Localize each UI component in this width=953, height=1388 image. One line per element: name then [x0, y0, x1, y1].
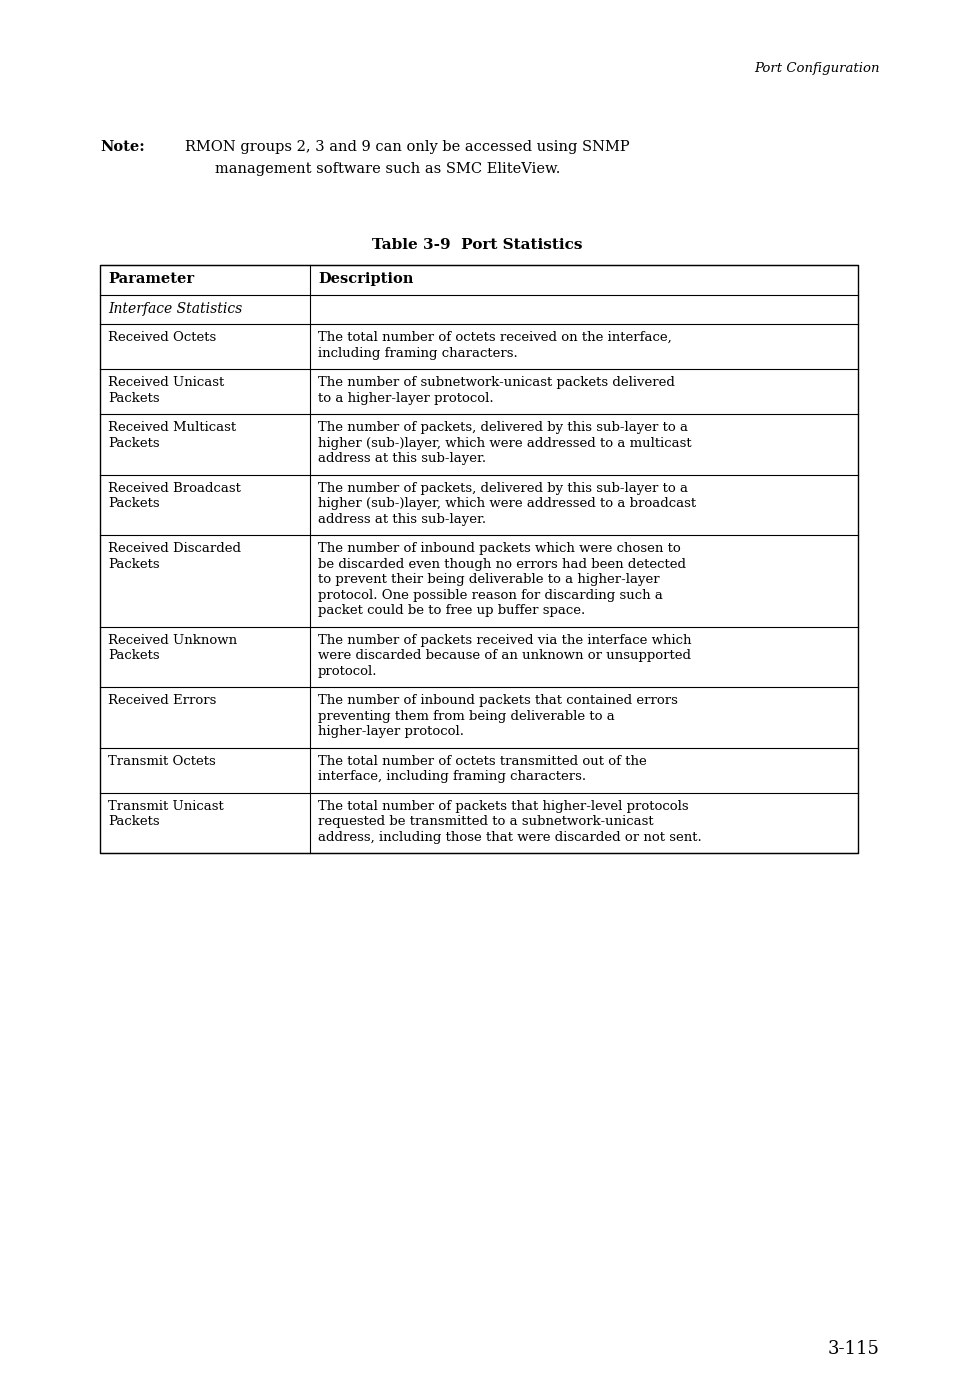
Text: The total number of octets transmitted out of the
interface, including framing c: The total number of octets transmitted o… — [317, 755, 646, 783]
Text: Interface Statistics: Interface Statistics — [108, 301, 242, 315]
Text: Received Multicast
Packets: Received Multicast Packets — [108, 421, 236, 450]
Text: Received Unicast
Packets: Received Unicast Packets — [108, 376, 224, 404]
Text: Received Errors: Received Errors — [108, 694, 216, 706]
Text: RMON groups 2, 3 and 9 can only be accessed using SNMP: RMON groups 2, 3 and 9 can only be acces… — [185, 140, 629, 154]
Text: Received Unknown
Packets: Received Unknown Packets — [108, 633, 237, 662]
Bar — [100, 265, 857, 854]
Text: Table 3-9  Port Statistics: Table 3-9 Port Statistics — [372, 237, 581, 253]
Text: Parameter: Parameter — [108, 272, 193, 286]
Text: Description: Description — [317, 272, 413, 286]
Text: management software such as SMC EliteView.: management software such as SMC EliteVie… — [214, 162, 559, 176]
Text: The number of inbound packets that contained errors
preventing them from being d: The number of inbound packets that conta… — [317, 694, 678, 738]
Text: The total number of packets that higher-level protocols
requested be transmitted: The total number of packets that higher-… — [317, 799, 701, 844]
Text: Port Configuration: Port Configuration — [754, 62, 879, 75]
Text: Note:: Note: — [100, 140, 145, 154]
Text: The number of packets, delivered by this sub-layer to a
higher (sub-)layer, whic: The number of packets, delivered by this… — [317, 482, 696, 526]
Text: The number of packets, delivered by this sub-layer to a
higher (sub-)layer, whic: The number of packets, delivered by this… — [317, 421, 691, 465]
Text: 3-115: 3-115 — [827, 1339, 879, 1357]
Text: The number of subnetwork-unicast packets delivered
to a higher-layer protocol.: The number of subnetwork-unicast packets… — [317, 376, 674, 404]
Text: The number of inbound packets which were chosen to
be discarded even though no e: The number of inbound packets which were… — [317, 541, 685, 618]
Text: The total number of octets received on the interface,
including framing characte: The total number of octets received on t… — [317, 330, 671, 359]
Text: Received Broadcast
Packets: Received Broadcast Packets — [108, 482, 240, 509]
Text: The number of packets received via the interface which
were discarded because of: The number of packets received via the i… — [317, 633, 691, 677]
Text: Transmit Octets: Transmit Octets — [108, 755, 215, 768]
Text: Received Octets: Received Octets — [108, 330, 216, 344]
Text: Transmit Unicast
Packets: Transmit Unicast Packets — [108, 799, 224, 829]
Text: Received Discarded
Packets: Received Discarded Packets — [108, 541, 241, 570]
